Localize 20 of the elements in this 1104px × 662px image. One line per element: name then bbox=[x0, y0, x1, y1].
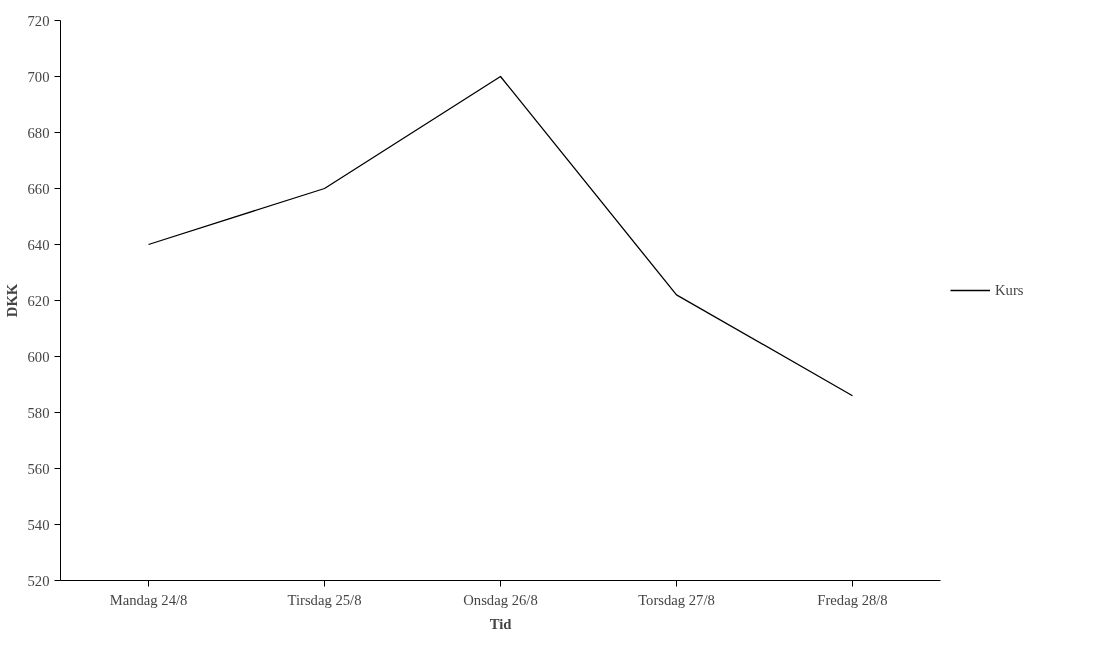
x-tick-label: Onsdag 26/8 bbox=[463, 591, 538, 608]
y-tick-label: 720 bbox=[27, 12, 50, 29]
y-tick-label: 640 bbox=[27, 236, 50, 253]
y-tick-label: 620 bbox=[27, 292, 50, 309]
y-tick-label: 560 bbox=[27, 460, 50, 477]
y-axis-title: DKK bbox=[3, 283, 20, 318]
x-tick-label: Mandag 24/8 bbox=[109, 591, 188, 608]
y-tick-label: 540 bbox=[27, 516, 50, 533]
x-tick-label: Fredag 28/8 bbox=[817, 591, 888, 608]
y-tick-label: 520 bbox=[27, 572, 50, 589]
x-axis-title: Tid bbox=[489, 615, 512, 632]
y-tick-label: 700 bbox=[27, 68, 50, 85]
y-tick-label: 600 bbox=[27, 348, 50, 365]
y-tick-label: 680 bbox=[27, 124, 50, 141]
line-series bbox=[147, 75, 854, 397]
x-tick-label: Torsdag 27/8 bbox=[638, 591, 715, 608]
y-tick-label: 660 bbox=[27, 180, 50, 197]
y-tick-label: 580 bbox=[27, 404, 50, 421]
legend-label: Kurs bbox=[995, 281, 1024, 299]
x-tick-label: Tirsdag 25/8 bbox=[287, 591, 362, 608]
